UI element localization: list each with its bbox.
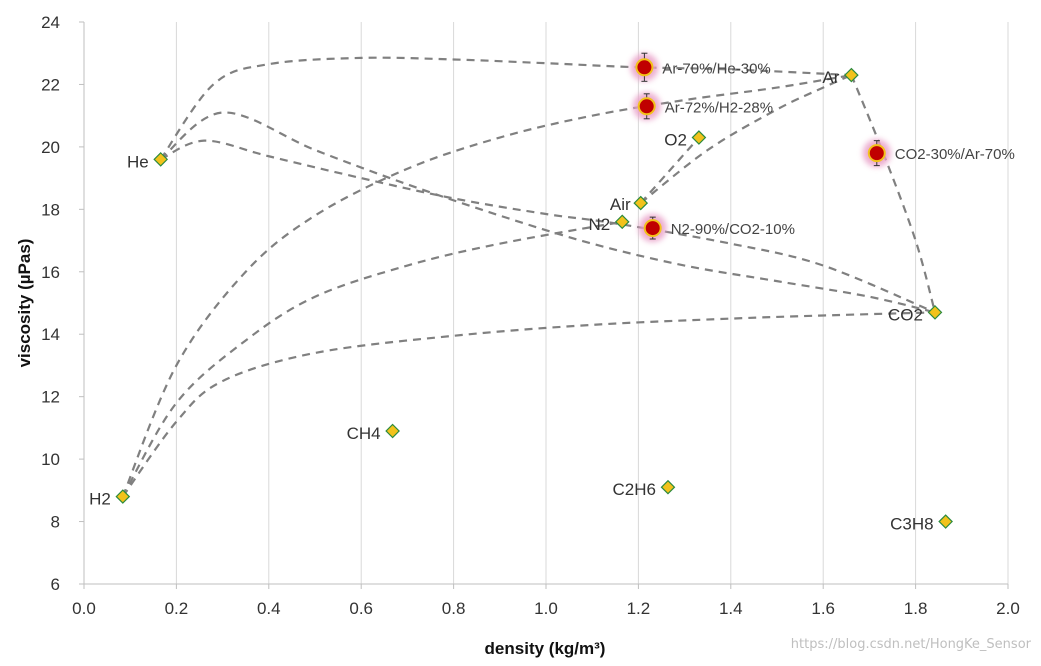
mixing-curve-ar-co2 xyxy=(850,74,937,313)
y-tick-label: 10 xyxy=(41,450,60,469)
gas-point-co2 xyxy=(927,305,943,320)
x-tick-label: 1.0 xyxy=(534,599,558,618)
gas-label-n2: N2 xyxy=(588,215,610,234)
y-tick-label: 12 xyxy=(41,388,60,407)
y-tick-label: 8 xyxy=(51,513,60,532)
y-tick-label: 6 xyxy=(51,575,60,594)
x-tick-label: 1.4 xyxy=(719,599,743,618)
gas-label-o2: O2 xyxy=(664,131,687,150)
gas-point-ch4 xyxy=(385,423,400,439)
data-points xyxy=(115,52,953,529)
gas-point-ar xyxy=(844,67,859,83)
y-tick-label: 18 xyxy=(41,200,60,219)
y-tick-label: 14 xyxy=(41,325,60,344)
mixing-curve-h2-n2 xyxy=(121,220,623,498)
mixture-point-ar-70-he-30- xyxy=(635,58,654,77)
gas-label-co2: CO2 xyxy=(888,305,923,324)
x-tick-label: 2.0 xyxy=(996,599,1020,618)
gas-label-c2h6: C2H6 xyxy=(612,480,655,499)
x-tick-label: 1.8 xyxy=(904,599,928,618)
x-tick-label: 0.2 xyxy=(165,599,189,618)
gas-label-h2: H2 xyxy=(89,490,111,509)
mixture-point-co2-30-ar-70- xyxy=(867,144,886,163)
x-tick-label: 0.0 xyxy=(72,599,96,618)
gas-point-air xyxy=(633,195,649,211)
gas-point-n2 xyxy=(614,214,630,230)
gas-point-o2 xyxy=(691,130,707,145)
y-tick-label: 24 xyxy=(41,13,60,32)
gas-point-c3h8 xyxy=(938,514,953,529)
gas-label-ch4: CH4 xyxy=(347,424,381,443)
x-tick-label: 0.8 xyxy=(442,599,466,618)
x-tick-label: 1.6 xyxy=(811,599,835,618)
mixture-label-co2-30-ar-70-: CO2-30%/Ar-70% xyxy=(895,146,1015,163)
mixing-curve-he-co2b xyxy=(160,139,936,314)
gas-label-ar: Ar xyxy=(822,68,839,87)
gridlines xyxy=(83,22,1009,584)
mixing-curve-h2-co2 xyxy=(121,311,936,498)
mixture-label-ar-70-he-30-: Ar-70%/He-30% xyxy=(662,60,770,77)
mixing-curve-air-o2 xyxy=(639,136,700,204)
watermark: https://blog.csdn.net/HongKe_Sensor xyxy=(790,637,1031,652)
y-axis-title: viscosity (µPas) xyxy=(15,239,34,368)
x-axis-title: density (kg/m³) xyxy=(485,639,606,658)
gas-point-c2h6 xyxy=(660,479,676,495)
y-tick-label: 16 xyxy=(41,263,60,282)
mixing-curve-air-ar xyxy=(640,74,852,204)
mixing-curve-h2-ar xyxy=(121,73,852,497)
y-tick-label: 20 xyxy=(41,138,60,157)
x-tick-label: 0.4 xyxy=(257,599,281,618)
mixing-curve-he-co2a xyxy=(159,111,936,314)
gas-label-c3h8: C3H8 xyxy=(890,515,933,534)
mixture-point-n2-90-co2-10- xyxy=(643,219,662,238)
gas-label-air: Air xyxy=(610,195,631,214)
gas-point-he xyxy=(153,152,169,167)
y-tick-label: 22 xyxy=(41,75,60,94)
gas-point-h2 xyxy=(115,489,131,504)
mixture-label-ar-72-h2-28-: Ar-72%/H2-28% xyxy=(665,99,773,116)
axes: 0.0 0.2 0.4 0.6 0.8 1.0 1.2 1.4 1.6 1.8 2.0 6 8 10 12 1… xyxy=(41,13,1020,618)
mixing-curves xyxy=(121,56,937,498)
gas-label-he: He xyxy=(127,152,149,171)
mixing-curve-he-ar xyxy=(159,56,852,161)
x-tick-label: 0.6 xyxy=(349,599,373,618)
x-tick-label: 1.2 xyxy=(627,599,651,618)
mixture-point-ar-72-h2-28- xyxy=(637,97,656,116)
mixture-label-n2-90-co2-10-: N2-90%/CO2-10% xyxy=(671,221,795,238)
